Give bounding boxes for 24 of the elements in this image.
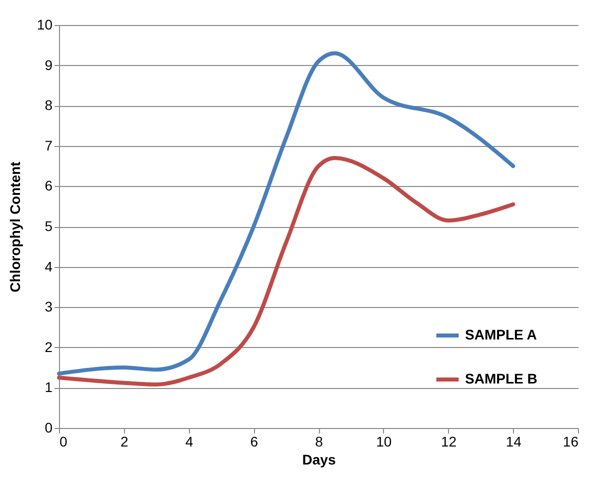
x-axis-title: Days bbox=[302, 452, 336, 468]
legend-label: SAMPLE A bbox=[465, 326, 537, 342]
y-tick-label: 0 bbox=[44, 420, 53, 436]
y-tick-label: 2 bbox=[44, 338, 53, 355]
y-tick-label: 6 bbox=[44, 178, 53, 194]
y-tick-label: 7 bbox=[44, 137, 53, 154]
y-tick-label: 1 bbox=[44, 379, 53, 396]
legend-label: SAMPLE B bbox=[465, 370, 538, 386]
x-tick-label: 8 bbox=[315, 434, 324, 450]
x-tick-label: 0 bbox=[60, 434, 68, 450]
x-tick-label: 10 bbox=[376, 434, 392, 450]
y-tick-label: 5 bbox=[44, 218, 53, 234]
x-tick-label: 4 bbox=[185, 434, 194, 450]
y-tick-label: 10 bbox=[36, 16, 53, 32]
y-tick-label: 3 bbox=[44, 298, 53, 315]
x-tick-label: 14 bbox=[506, 434, 522, 450]
y-tick-label: 8 bbox=[44, 97, 53, 114]
x-tick-label: 2 bbox=[120, 434, 128, 450]
y-tick-label: 4 bbox=[44, 258, 53, 274]
x-tick-label: 12 bbox=[440, 434, 457, 450]
y-tick-label: 9 bbox=[44, 56, 53, 73]
x-tick-label: 16 bbox=[562, 434, 579, 450]
y-axis-title: Chlorophyl Content bbox=[6, 161, 23, 292]
x-tick-label: 6 bbox=[250, 434, 258, 450]
